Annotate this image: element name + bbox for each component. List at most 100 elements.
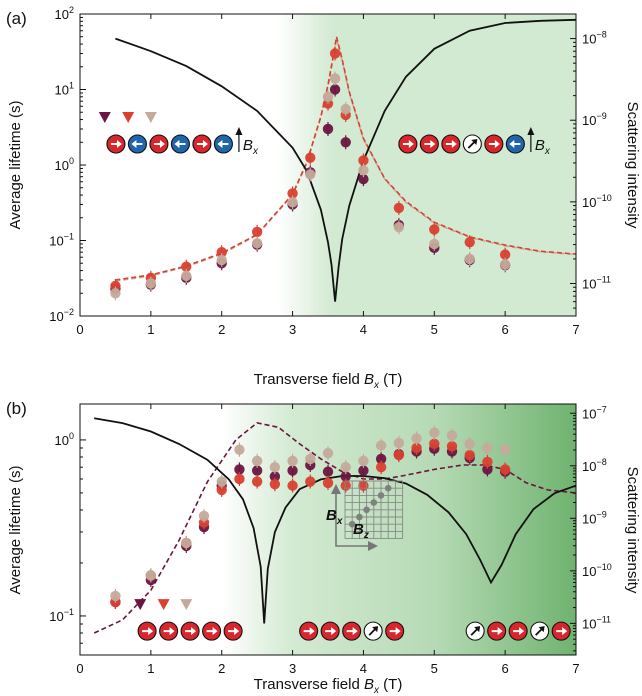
panel-b-label: (b) <box>6 399 27 418</box>
right-tick-exp: −10 <box>596 193 611 203</box>
left-tick-label: 10−2 <box>49 307 74 324</box>
legend-triangle-marker <box>134 599 147 611</box>
grid-inset-dot <box>363 506 370 514</box>
bx-field-label-var: B <box>243 137 253 154</box>
panel-b-curves <box>93 417 576 634</box>
right-tick-exp: −8 <box>596 30 606 40</box>
x-tick-label: 4 <box>360 322 367 337</box>
data-point <box>322 448 334 459</box>
spin-arrowhead <box>497 627 503 636</box>
grid-inset-bx-label: Bx <box>326 507 343 527</box>
data-point <box>322 123 334 135</box>
data-point <box>322 466 334 477</box>
x-tick-label: 3 <box>289 661 296 676</box>
grid-inset-dot <box>377 492 385 499</box>
data-point <box>305 152 316 163</box>
data-point <box>234 464 245 475</box>
panel-a-bg-white <box>80 14 279 316</box>
panel-b-x-axis-title: Transverse field Bx (T) <box>254 676 403 696</box>
panel-b-points <box>110 425 511 610</box>
spin-arrowhead <box>538 626 545 633</box>
right-tick-label: 10−10 <box>582 562 612 579</box>
data-point <box>499 249 511 260</box>
data-point <box>251 238 263 249</box>
panel-a-axes: 0 1 2 3 4 5 6 710−210−110010110210−1110−1010−91… <box>49 5 611 337</box>
panel-a-curves <box>115 18 576 302</box>
grid-inset-axes-arrow <box>335 487 372 547</box>
x-tick-label: 5 <box>431 661 438 676</box>
spin-arrowhead <box>494 140 500 148</box>
data-point <box>145 278 157 289</box>
data-point <box>322 477 334 489</box>
legend-triangle-marker <box>144 112 157 123</box>
data-point <box>269 471 281 482</box>
data-point <box>499 259 511 270</box>
legend-triangle-marker <box>180 599 193 611</box>
scattering-intensity-curve <box>115 18 576 302</box>
panel-a-insets: Bx Bx <box>98 112 551 157</box>
data-point <box>329 84 341 95</box>
spin-arrowhead <box>148 627 154 636</box>
right-tick-label: 10−10 <box>582 193 612 210</box>
right-tick-exp: −10 <box>596 562 611 572</box>
right-tick-label: 10−8 <box>582 30 607 47</box>
data-point <box>411 433 422 444</box>
left-tick-base: 10 <box>49 309 63 324</box>
data-point <box>464 253 475 265</box>
data-point <box>305 169 316 180</box>
left-tick-exp: 2 <box>69 5 74 15</box>
data-point <box>375 453 387 465</box>
data-point <box>269 461 281 473</box>
bx-field-arrowhead <box>235 127 243 135</box>
data-point <box>358 155 369 166</box>
grid-inset-dot <box>384 484 392 492</box>
x-tick-label: 7 <box>572 322 579 337</box>
right-tick-base: 10 <box>582 616 596 631</box>
x-tick-label: 5 <box>431 322 438 337</box>
left-tick-exp: 0 <box>69 156 74 166</box>
x-tick-label: 7 <box>572 661 579 676</box>
data-point <box>464 236 475 248</box>
data-point <box>251 226 263 238</box>
bx-field-label: Bx <box>535 137 551 157</box>
data-point <box>234 444 245 455</box>
data-point <box>287 465 298 476</box>
grid-inset-dot <box>356 513 363 521</box>
spin-arrowhead <box>331 627 337 636</box>
panel-a-right-axis-title: Scattering intensity <box>624 102 641 229</box>
data-point <box>358 465 369 476</box>
data-point <box>181 261 192 272</box>
bx-field-label-sub: x <box>544 146 551 157</box>
spin-arrowhead <box>212 627 218 636</box>
data-point <box>482 456 493 468</box>
right-tick-base: 10 <box>582 113 596 128</box>
data-point <box>287 455 298 467</box>
right-tick-label: 10−11 <box>582 614 611 631</box>
x-tick-label: 4 <box>360 661 367 676</box>
grid-inset-dot <box>348 520 356 528</box>
left-tick-label: 100 <box>55 156 74 173</box>
spin-arrowhead <box>562 627 568 636</box>
grid-inset-bz-label: Bz <box>353 521 369 541</box>
right-tick-exp: −8 <box>596 457 606 467</box>
spin-arrowhead <box>202 140 208 148</box>
bx-field-label: Bx <box>243 137 259 157</box>
left-tick-base: 10 <box>55 433 69 448</box>
data-point <box>393 222 405 233</box>
left-tick-label: 100 <box>55 431 74 448</box>
data-point <box>329 73 341 84</box>
left-tick-label: 10−1 <box>49 232 74 249</box>
data-point <box>429 438 440 450</box>
data-point <box>110 288 121 299</box>
left-tick-label: 101 <box>55 81 74 98</box>
right-tick-label: 10−7 <box>582 404 607 421</box>
right-tick-exp: −11 <box>596 275 611 285</box>
right-tick-label: 10−8 <box>582 457 607 474</box>
legend-triangle-marker <box>98 112 111 123</box>
grid-inset-up-arrowhead <box>331 484 341 494</box>
left-tick-label: 10−1 <box>49 607 74 624</box>
spin-arrowhead <box>509 140 515 148</box>
left-tick-base: 10 <box>55 83 69 98</box>
data-point <box>234 473 245 485</box>
data-point <box>429 238 440 250</box>
